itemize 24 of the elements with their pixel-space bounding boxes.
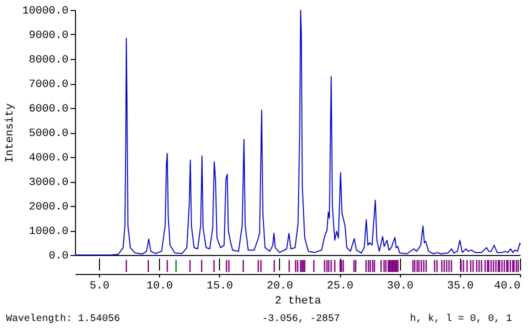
text: Wavelength: 1.54056	[6, 314, 120, 325]
x-tick-label: 40.0	[494, 280, 520, 292]
y-tick-label: 10000.0	[22, 6, 68, 18]
y-tick-label: 2000.0	[28, 202, 68, 214]
x-tick-label: 5.0	[90, 280, 110, 292]
y-tick-label: 5000.0	[28, 128, 68, 140]
x-tick-label: 25.0	[326, 280, 354, 292]
x-tick-label: 15.0	[206, 280, 234, 292]
y-tick-label: 4000.0	[28, 152, 68, 164]
x-tick-label: 35.0	[447, 280, 474, 292]
x-tick-label: 30.0	[387, 280, 414, 292]
y-tick-label: 3000.0	[28, 177, 68, 189]
y-axis-title: Intensity	[4, 102, 16, 163]
y-tick-label: 7000.0	[28, 79, 68, 91]
x-tick-label: 10.0	[146, 280, 173, 292]
x-axis-title: 2 theta	[274, 296, 322, 308]
y-tick-label: 1000.0	[28, 226, 68, 238]
text: h, k, l = 0, 0, 1	[410, 314, 512, 325]
text: -3.056, -2857	[262, 314, 340, 325]
y-tick-label: 9000.0	[28, 30, 68, 42]
x-tick-label: 20.0	[266, 280, 294, 292]
y-tick-label: 8000.0	[28, 54, 68, 66]
y-tick-label: 0.0	[48, 250, 68, 262]
y-tick-label: 6000.0	[28, 104, 68, 116]
